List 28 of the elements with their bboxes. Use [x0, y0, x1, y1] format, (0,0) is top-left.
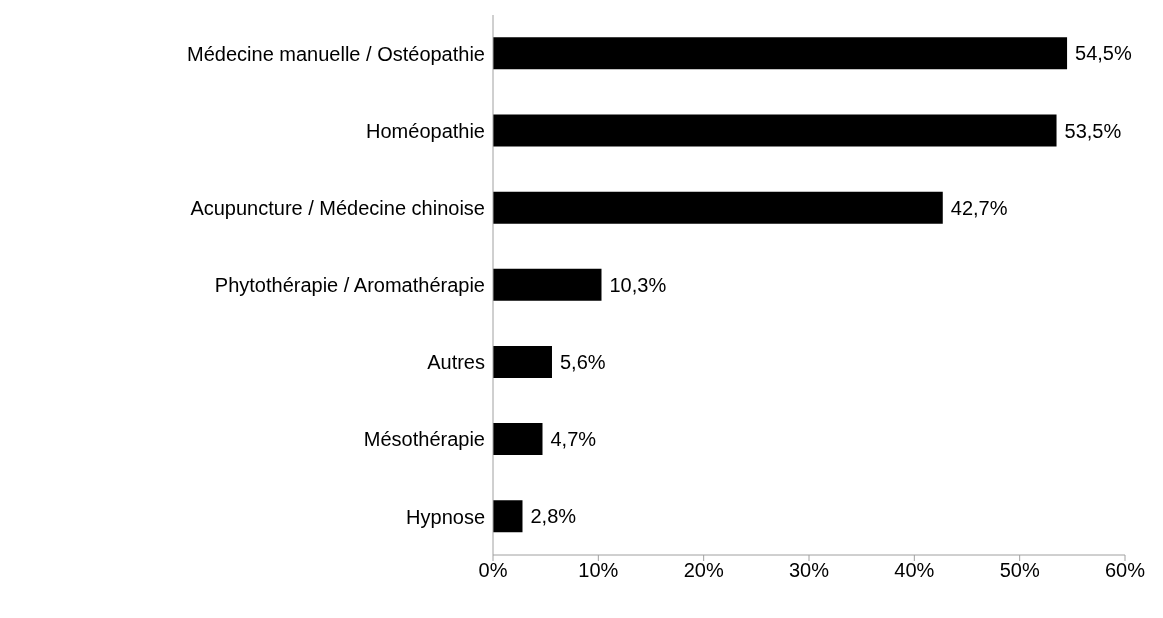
x-tick-label: 50% [999, 559, 1040, 582]
x-tick-label: 30% [788, 559, 830, 582]
x-tick-label: 60% [1104, 559, 1146, 582]
data-label: 2,8% [530, 505, 577, 528]
y-tick-label: Mésothérapie [363, 428, 485, 451]
y-tick-label: Hypnose [406, 505, 485, 528]
data-label: 42,7% [950, 196, 1008, 219]
y-tick-label: Autres [427, 351, 485, 374]
bar [493, 191, 943, 224]
y-tick-label: Médecine manuelle / Ostéopathie [187, 42, 485, 65]
bar [493, 37, 1068, 70]
x-tick-label: 40% [894, 559, 935, 582]
bar [493, 423, 543, 456]
y-tick-label: Phytothérapie / Aromathérapie [214, 274, 485, 297]
data-label: 4,7% [550, 428, 597, 451]
bar [493, 114, 1057, 147]
bar [493, 500, 523, 533]
x-tick-label: 10% [578, 559, 619, 582]
data-label: 5,6% [559, 351, 606, 374]
data-label: 54,5% [1075, 42, 1132, 65]
data-label: 53,5% [1064, 119, 1122, 142]
bar [493, 268, 602, 301]
data-label: 10,3% [609, 273, 667, 296]
bar [493, 345, 552, 378]
y-tick-label: Homéopathie [366, 119, 485, 142]
x-tick-label: 20% [683, 559, 724, 582]
x-tick-label: 0% [478, 559, 508, 582]
y-tick-label: Acupuncture / Médecine chinoise [190, 196, 485, 219]
